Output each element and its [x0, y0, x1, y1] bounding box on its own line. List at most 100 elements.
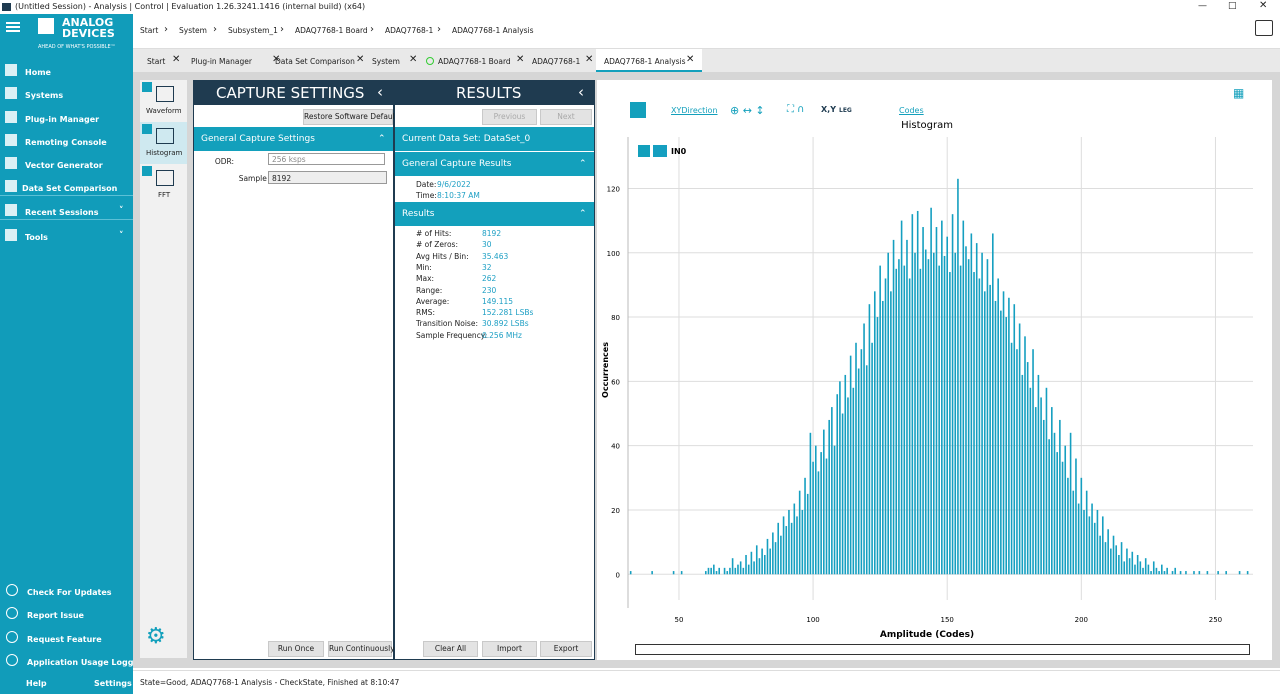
bar [922, 227, 924, 574]
bar [799, 491, 801, 575]
y-tick-label: 0 [616, 571, 620, 579]
bar [780, 536, 782, 575]
legend-checkbox[interactable] [638, 145, 650, 157]
bar [777, 523, 779, 574]
breadcrumb-bar: Start›System›Subsystem_1›ADAQ7768-1 Boar… [133, 14, 1280, 49]
result-value: 30.892 LSBs [482, 319, 529, 328]
result-key: Sample Frequency: [416, 331, 487, 340]
view-tab[interactable]: Histogram [146, 149, 182, 157]
menu-icon[interactable] [6, 22, 20, 24]
nav-item[interactable]: Systems [25, 91, 63, 100]
bar [1207, 571, 1209, 574]
previous-button[interactable]: Previous [482, 109, 537, 125]
section-header[interactable]: General Capture Results⌃ [395, 152, 594, 176]
bar [718, 568, 720, 574]
bar [1142, 568, 1144, 574]
result-value: 8192 [482, 229, 501, 238]
tab-close[interactable]: ✕ [686, 54, 694, 65]
nav-item[interactable]: Check For Updates [27, 588, 112, 597]
bar [761, 549, 763, 575]
nav-item[interactable]: Home [25, 68, 51, 77]
bar [912, 214, 914, 574]
run-continuously-button[interactable]: Run Continuously [328, 641, 392, 657]
nav-item[interactable]: Report Issue [27, 611, 84, 620]
chevron: ˅ [119, 206, 124, 216]
run-once-button[interactable]: Run Once [268, 641, 324, 657]
tab-close[interactable]: ✕ [516, 54, 524, 65]
clear-all-button[interactable]: Clear All [423, 641, 478, 657]
bar [783, 516, 785, 574]
bar [885, 278, 887, 574]
view-icon [156, 128, 174, 144]
title-bar: (Untitled Session) - Analysis | Control … [0, 0, 1280, 14]
bar [815, 446, 817, 575]
breadcrumb[interactable]: ADAQ7768-1 Analysis [452, 26, 534, 35]
nav-item[interactable]: Request Feature [27, 635, 102, 644]
tab-close[interactable]: ✕ [356, 54, 364, 65]
bar [930, 208, 932, 575]
tab[interactable]: ADAQ7768-1 [532, 57, 580, 66]
folder-icon[interactable] [1255, 20, 1273, 36]
breadcrumb[interactable]: ADAQ7768-1 Board [295, 26, 368, 35]
bar [954, 253, 956, 575]
sample-count-select[interactable]: 8192 [268, 171, 387, 184]
section-header[interactable]: Results⌃ [395, 202, 594, 226]
histogram-chart: Histogram Amplitude (Codes) Occurrences … [597, 80, 1272, 660]
collapse[interactable]: ‹ [578, 83, 584, 101]
breadcrumb[interactable]: Start [140, 26, 158, 35]
bar [772, 532, 774, 574]
bar [1118, 555, 1120, 574]
tab[interactable]: Plug-in Manager [191, 57, 252, 66]
tab-close[interactable]: ✕ [585, 54, 593, 65]
bar [1086, 491, 1088, 575]
checkbox[interactable] [142, 82, 152, 92]
tab[interactable]: ADAQ7768-1 Analysis [604, 57, 686, 66]
nav-item[interactable]: Help [26, 679, 47, 688]
section-header[interactable]: General Capture Settings⌃ [194, 127, 393, 151]
checkbox[interactable] [142, 124, 152, 134]
tab[interactable]: ADAQ7768-1 Board [438, 57, 511, 66]
bar [834, 446, 836, 575]
bar [839, 381, 841, 574]
odr-input[interactable]: 256 ksps [268, 153, 385, 165]
close[interactable]: ✕ [1259, 0, 1267, 11]
settings-gear[interactable]: ⚙ [146, 624, 166, 649]
nav-item[interactable]: Application Usage Logging [27, 658, 148, 667]
tab[interactable]: System [372, 57, 400, 66]
import-button[interactable]: Import [482, 641, 537, 657]
view-tab-strip: ⚙ Waveform Histogram FFT [140, 80, 187, 658]
bar [863, 323, 865, 574]
view-tab[interactable]: Waveform [146, 107, 182, 115]
nav-item[interactable]: Plug-in Manager [25, 115, 99, 124]
bar [1040, 397, 1042, 574]
breadcrumb[interactable]: Subsystem_1 [228, 26, 278, 35]
tab[interactable]: Start [147, 57, 165, 66]
restore-button[interactable]: Restore Software Defaults [303, 109, 393, 125]
breadcrumb[interactable]: ADAQ7768-1 [385, 26, 433, 35]
nav-item[interactable]: Data Set Comparison [22, 184, 117, 193]
bar [1064, 446, 1066, 575]
breadcrumb[interactable]: System [179, 26, 207, 35]
bar [1166, 568, 1168, 574]
minimize[interactable]: — [1198, 1, 1207, 11]
nav-item[interactable]: Remoting Console [25, 138, 107, 147]
bar [807, 494, 809, 574]
maximize[interactable]: □ [1228, 1, 1237, 11]
chart-title: Histogram [901, 120, 953, 131]
nav-item[interactable]: Vector Generator [25, 161, 103, 170]
tab-close[interactable]: ✕ [172, 54, 180, 65]
nav-item[interactable]: Settings [94, 679, 132, 688]
nav-item[interactable]: Recent Sessions [25, 208, 98, 217]
export-button[interactable]: Export [540, 641, 592, 657]
next-button[interactable]: Next [540, 109, 592, 125]
collapse[interactable]: ‹ [377, 83, 383, 101]
tab-close[interactable]: ✕ [409, 54, 417, 65]
bar [960, 266, 962, 575]
nav-item[interactable]: Tools [25, 233, 48, 242]
bar [973, 272, 975, 574]
tab[interactable]: Data Set Comparison [275, 57, 355, 66]
view-tab[interactable]: FFT [158, 191, 170, 199]
checkbox[interactable] [142, 166, 152, 176]
result-key: Avg Hits / Bin: [416, 252, 469, 261]
bar [984, 291, 986, 574]
